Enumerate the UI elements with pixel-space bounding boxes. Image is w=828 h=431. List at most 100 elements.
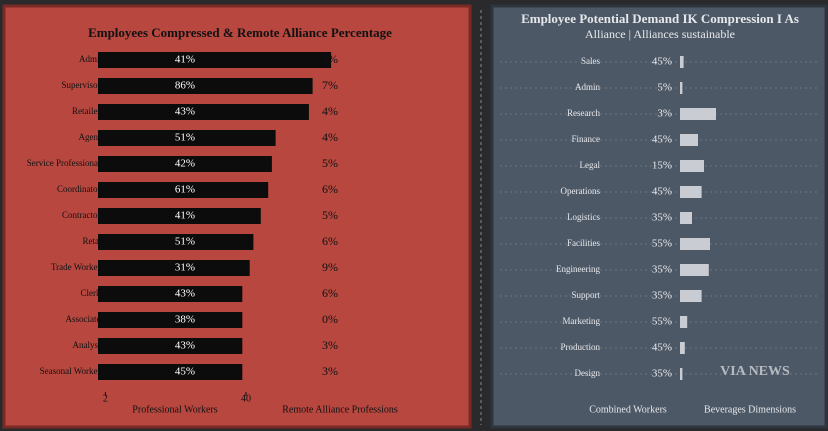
bar-label: 3%: [657, 108, 672, 120]
category-label: Engineering: [556, 264, 600, 274]
category-label: Facilities: [567, 238, 600, 248]
bar: [680, 160, 704, 172]
side-label: 3%: [322, 364, 338, 378]
bar: [98, 52, 332, 68]
category-label: Supervisors: [62, 80, 105, 90]
category-label: Legal: [580, 160, 601, 170]
category-label: Finance: [572, 134, 601, 144]
bar-label: 61%: [175, 184, 195, 196]
bar-label: 43%: [175, 340, 195, 352]
bar-label: 45%: [652, 134, 672, 146]
bar: [98, 312, 243, 328]
category-label: Service Professionals: [27, 158, 105, 168]
side-label: 9%: [322, 260, 338, 274]
bar: [680, 238, 710, 250]
bar: [98, 338, 243, 354]
bar-label: 41%: [175, 54, 195, 66]
side-label: 6%: [322, 234, 338, 248]
side-label: 5%: [322, 208, 338, 222]
chart-subtitle: Alliance | Alliances sustainable: [585, 27, 735, 41]
category-label: Research: [567, 108, 600, 118]
bar-label: 41%: [175, 210, 195, 222]
bar: [680, 186, 702, 198]
category-label: Operations: [561, 186, 601, 196]
category-label: Admin: [79, 54, 105, 64]
bar-label: 43%: [175, 288, 195, 300]
bar-label: 51%: [175, 132, 195, 144]
bar: [680, 368, 683, 380]
bar: [98, 78, 313, 94]
bar: [98, 182, 269, 198]
category-label: Marketing: [563, 316, 601, 326]
category-label: Production: [561, 342, 601, 352]
bar-label: 15%: [652, 160, 672, 172]
side-label: 9%: [322, 52, 338, 66]
side-label: 4%: [322, 104, 338, 118]
x-axis-label: Beverages Dimensions: [704, 404, 796, 415]
bar: [680, 316, 688, 328]
side-label: 0%: [322, 312, 338, 326]
side-label: 7%: [322, 78, 338, 92]
bar: [98, 234, 254, 250]
bar: [680, 264, 709, 276]
x-axis-label: Professional Workers: [132, 404, 217, 415]
category-label: Agents: [79, 132, 105, 142]
category-label: Retailers: [72, 106, 104, 116]
category-label: Contractors: [62, 210, 104, 220]
bar-label: 38%: [175, 314, 195, 326]
category-label: Associates: [66, 314, 105, 324]
bar: [98, 286, 243, 302]
bar: [98, 208, 261, 224]
chart-title: Employees Compressed & Remote Alliance P…: [88, 25, 392, 40]
category-label: Coordinators: [57, 184, 104, 194]
bar-label: 31%: [175, 262, 195, 274]
bar-label: 45%: [652, 186, 672, 198]
bar-label: 35%: [652, 264, 672, 276]
category-label: Design: [575, 368, 601, 378]
bar: [98, 104, 309, 120]
category-label: Logistics: [567, 212, 600, 222]
bar-label: 55%: [652, 238, 672, 250]
category-label: Retail: [83, 236, 105, 246]
bar-label: 45%: [652, 342, 672, 354]
category-label: Seasonal Workers: [40, 366, 105, 376]
side-label: 6%: [322, 286, 338, 300]
side-label: 5%: [322, 156, 338, 170]
bar: [680, 212, 692, 224]
bar: [680, 56, 684, 68]
bar: [680, 290, 702, 302]
chart-title: Employee Potential Demand IK Compression…: [521, 11, 799, 26]
bar: [98, 364, 243, 380]
side-label: 4%: [322, 130, 338, 144]
bar: [680, 82, 683, 94]
bar-label: 35%: [652, 290, 672, 302]
right-panel: [490, 4, 828, 429]
bar-label: 51%: [175, 236, 195, 248]
bar-label: 55%: [652, 316, 672, 328]
x-tick-label: 2: [103, 393, 108, 404]
bar-label: 42%: [175, 158, 195, 170]
watermark: VIA NEWS: [720, 364, 790, 379]
bar-label: 45%: [652, 56, 672, 68]
x-axis-label: Remote Alliance Professions: [282, 404, 398, 415]
bar-label: 35%: [652, 368, 672, 380]
category-label: Trade Workers: [51, 262, 105, 272]
side-label: 6%: [322, 182, 338, 196]
bar: [680, 134, 698, 146]
bar: [98, 156, 272, 172]
bar-label: 35%: [652, 212, 672, 224]
bar: [98, 130, 276, 146]
bar: [680, 108, 716, 120]
bar: [680, 342, 685, 354]
bar-label: 43%: [175, 106, 195, 118]
category-label: Sales: [581, 56, 600, 66]
category-label: Clerks: [81, 288, 105, 298]
category-label: Analysts: [73, 340, 105, 350]
bar-label: 5%: [657, 82, 672, 94]
bar-label: 45%: [175, 366, 195, 378]
bar-label: 86%: [175, 80, 195, 92]
x-axis-label: Combined Workers: [589, 404, 667, 415]
category-label: Support: [571, 290, 600, 300]
side-label: 3%: [322, 338, 338, 352]
